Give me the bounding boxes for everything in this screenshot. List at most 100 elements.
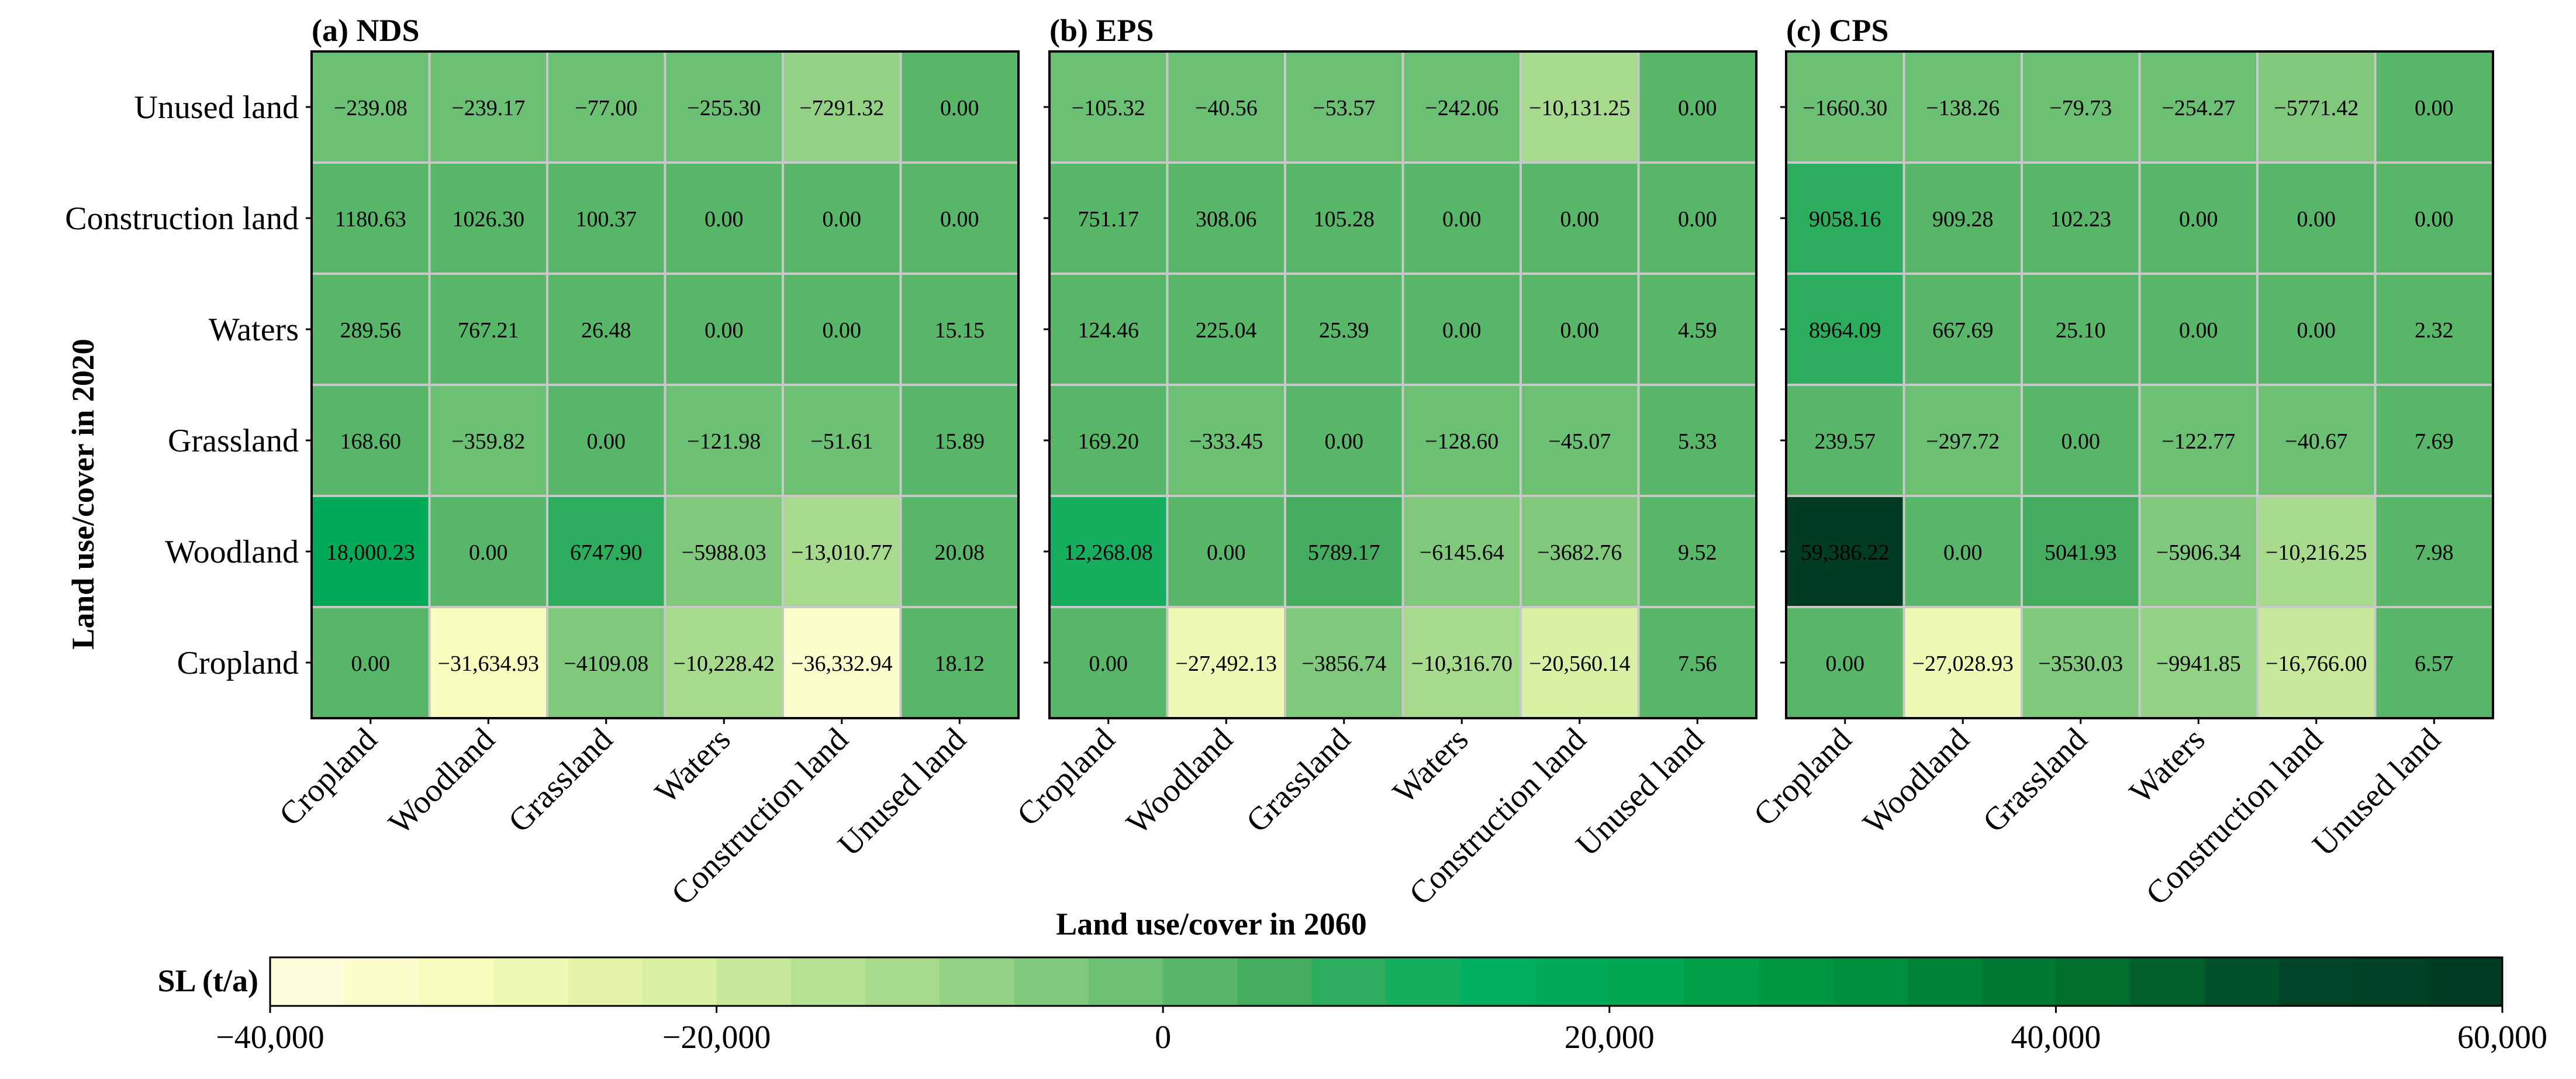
cell-label: −5906.34	[2156, 540, 2241, 565]
colorbar-segment	[1460, 957, 1536, 1006]
x-tick-label: Grassland	[502, 721, 620, 839]
colorbar-segment	[2427, 957, 2503, 1006]
colorbar-segment	[568, 957, 643, 1006]
cell-label: 0.00	[823, 318, 862, 343]
colorbar-segment	[865, 957, 941, 1006]
cell-label: 225.04	[1196, 318, 1257, 343]
heatmap-cell	[899, 606, 1020, 719]
colorbar-segment	[790, 957, 866, 1006]
colorbar-segment	[1535, 957, 1610, 1006]
colorbar-segment	[642, 957, 717, 1006]
cell-label: −7291.32	[799, 96, 884, 120]
heatmap-cell	[1284, 384, 1404, 497]
colorbar-segment	[1386, 957, 1462, 1006]
panel-title: (c) CPS	[1786, 13, 1888, 48]
cell-label: −254.27	[2161, 96, 2235, 120]
x-tick-label: Grassland	[1976, 721, 2094, 839]
cell-label: 0.00	[2297, 207, 2336, 232]
cell-label: 0.00	[1678, 96, 1717, 120]
cell-label: −45.07	[1548, 429, 1611, 454]
cell-label: 4.59	[1678, 318, 1717, 343]
cell-label: 7.98	[2415, 540, 2454, 565]
cell-label: −105.32	[1072, 96, 1145, 120]
heatmap-cell	[1520, 495, 1640, 608]
heatmap-cell	[2138, 495, 2259, 608]
cell-label: −6145.64	[1420, 540, 1504, 565]
colorbar-segment	[1163, 957, 1238, 1006]
colorbar-segment	[1088, 957, 1163, 1006]
panel-title: (a) NDS	[312, 13, 420, 48]
cell-label: 0.00	[2179, 207, 2218, 232]
heatmap-cell	[782, 273, 902, 386]
colorbar-segment	[1014, 957, 1089, 1006]
heatmap-cell	[2138, 606, 2259, 719]
heatmap-cell	[1637, 606, 1757, 719]
heatmap-cell	[2138, 161, 2259, 275]
panel-3: (c) CPS −1660.30 −138.26 −79.73 −254.27 −5771…	[1747, 13, 2494, 912]
cell-label: −27,492.13	[1176, 651, 1277, 676]
heatmap-cell	[2021, 50, 2141, 164]
cell-label: 25.39	[1319, 318, 1369, 343]
colorbar-segment	[2056, 957, 2131, 1006]
panel-frame	[1785, 50, 2494, 719]
cell-label: 5.33	[1678, 429, 1717, 454]
cell-label: 0.00	[1678, 207, 1717, 232]
heatmap-cell	[782, 495, 902, 608]
cell-label: −3682.76	[1537, 540, 1622, 565]
cell-label: −239.17	[451, 96, 525, 120]
cell-label: 105.28	[1314, 207, 1375, 232]
cell-label: −121.98	[687, 429, 761, 454]
colorbar-segment	[1907, 957, 1982, 1006]
cell-label: 1026.30	[453, 207, 525, 232]
x-axis-title: Land use/cover in 2060	[1056, 906, 1367, 942]
cell-label: 5041.93	[2045, 540, 2117, 565]
cell-label: 102.23	[2050, 207, 2112, 232]
heatmap-cell	[1166, 384, 1286, 497]
y-tick-label: Grassland	[168, 423, 299, 459]
cell-label: 308.06	[1196, 207, 1257, 232]
cell-label: 0.00	[1442, 318, 1482, 343]
cell-label: −16,766.00	[2266, 651, 2367, 676]
y-axis-title: Land use/cover in 2020	[65, 339, 101, 650]
cell-label: 0.00	[2297, 318, 2336, 343]
cell-label: 0.00	[351, 651, 391, 676]
cell-label: −9941.85	[2156, 651, 2241, 676]
colorbar-tick-label: 20,000	[1565, 1019, 1655, 1056]
cell-label: 9.52	[1678, 540, 1717, 565]
colorbar-tick-label: 0	[1155, 1019, 1171, 1056]
cell-label: −5771.42	[2274, 96, 2359, 120]
colorbar-segment	[1684, 957, 1759, 1006]
panel-frame	[1048, 50, 1757, 719]
x-tick-label: Woodland	[1856, 721, 1977, 842]
cell-label: 15.89	[935, 429, 985, 454]
cell-label: −31,634.93	[438, 651, 539, 676]
colorbar-segment	[2353, 957, 2429, 1006]
cell-label: 8964.09	[1809, 318, 1881, 343]
x-tick-label: Waters	[2123, 721, 2212, 811]
colorbar-tick-label: 60,000	[2457, 1019, 2547, 1056]
x-tick-label: Woodland	[382, 721, 502, 842]
colorbar-segment	[2130, 957, 2205, 1006]
colorbar-segment	[1311, 957, 1387, 1006]
cell-label: −10,316.70	[1411, 651, 1513, 676]
x-tick-label: Cropland	[1747, 721, 1859, 833]
cell-label: −255.30	[687, 96, 761, 120]
heatmap-cell	[1520, 161, 1640, 275]
cell-label: 169.20	[1078, 429, 1139, 454]
cell-label: 0.00	[1442, 207, 1482, 232]
y-tick-label: Woodland	[165, 534, 299, 570]
cell-label: 15.15	[935, 318, 985, 343]
cell-label: 0.00	[1560, 207, 1600, 232]
heatmap-cell	[782, 384, 902, 497]
cell-label: −297.72	[1926, 429, 2000, 454]
cell-label: −239.08	[334, 96, 408, 120]
cell-label: −10,228.42	[674, 651, 775, 676]
cell-label: −5988.03	[682, 540, 766, 565]
heatmap-cell	[2374, 161, 2494, 275]
heatmap-cell	[1401, 495, 1522, 608]
cell-label: 26.48	[581, 318, 631, 343]
cell-label: −4109.08	[564, 651, 648, 676]
x-tick-label: Grassland	[1239, 721, 1358, 839]
heatmap-cell	[1637, 495, 1757, 608]
x-tick-label: Unused land	[2306, 721, 2448, 863]
